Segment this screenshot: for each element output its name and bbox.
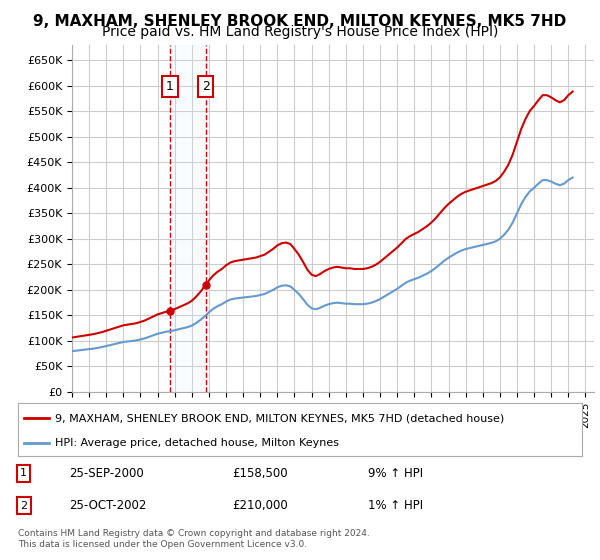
- Text: 1: 1: [20, 468, 27, 478]
- Bar: [170, 45, 206, 392]
- Text: 1% ↑ HPI: 1% ↑ HPI: [368, 499, 423, 512]
- Text: HPI: Average price, detached house, Milton Keynes: HPI: Average price, detached house, Milt…: [55, 438, 338, 448]
- Text: 2: 2: [202, 80, 209, 93]
- Text: Contains HM Land Registry data © Crown copyright and database right 2024.
This d: Contains HM Land Registry data © Crown c…: [18, 529, 370, 549]
- Text: 25-SEP-2000: 25-SEP-2000: [69, 467, 143, 480]
- Text: 9% ↑ HPI: 9% ↑ HPI: [368, 467, 423, 480]
- Text: £158,500: £158,500: [232, 467, 288, 480]
- Text: 9, MAXHAM, SHENLEY BROOK END, MILTON KEYNES, MK5 7HD (detached house): 9, MAXHAM, SHENLEY BROOK END, MILTON KEY…: [55, 413, 504, 423]
- Text: Price paid vs. HM Land Registry's House Price Index (HPI): Price paid vs. HM Land Registry's House …: [102, 25, 498, 39]
- Text: 1: 1: [166, 80, 174, 93]
- Text: £210,000: £210,000: [232, 499, 288, 512]
- Text: 9, MAXHAM, SHENLEY BROOK END, MILTON KEYNES, MK5 7HD: 9, MAXHAM, SHENLEY BROOK END, MILTON KEY…: [34, 14, 566, 29]
- Text: 2: 2: [20, 501, 27, 511]
- Text: 25-OCT-2002: 25-OCT-2002: [69, 499, 146, 512]
